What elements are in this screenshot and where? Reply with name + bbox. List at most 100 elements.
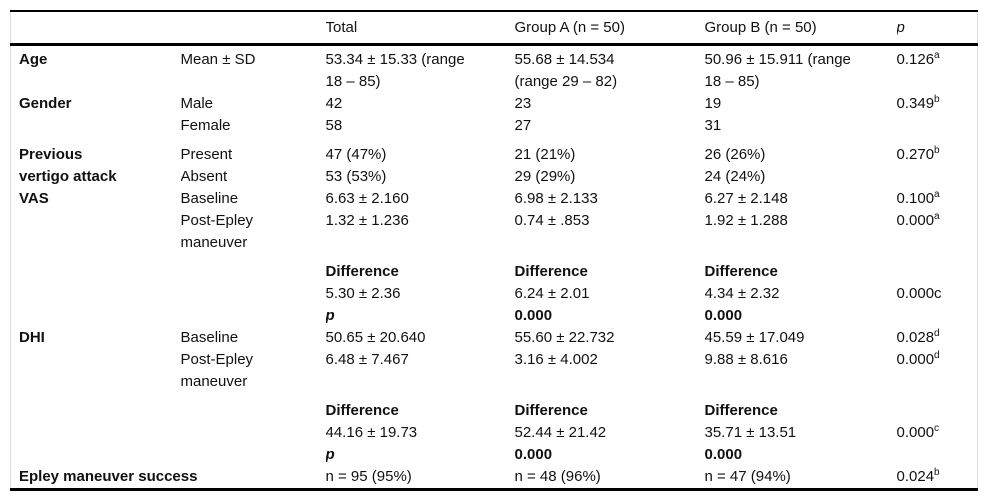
gender-male-total: 42 — [325, 95, 343, 112]
vertigo-absent-group-a: 29 (29%) — [514, 168, 576, 185]
epley-success-group-a: n = 48 (96%) — [514, 468, 601, 485]
vertigo-present-total: 47 (47%) — [325, 146, 387, 163]
table-row-vas-baseline: VAS Baseline 6.63 ± 2.160 6.98 ± 2.133 6… — [11, 188, 978, 210]
gender-female-total: 58 — [325, 117, 343, 134]
vas-p-group-b: 0.000 — [704, 307, 743, 324]
header-group-b: Group B (n = 50) — [704, 19, 817, 36]
table-row-dhi-difference-label: Difference Difference Difference — [11, 393, 978, 422]
dhi-post-group-b: 9.88 ± 8.616 — [704, 351, 788, 368]
table-row-dhi-post: Post-Epley maneuver 6.48 ± 7.467 3.16 ± … — [11, 349, 978, 393]
vas-baseline-group-b: 6.27 ± 2.148 — [704, 190, 788, 207]
epley-success-group-b: n = 47 (94%) — [704, 468, 791, 485]
age-group-a: 55.68 ± 14.534 (range 29 – 82) — [514, 51, 618, 90]
table-row-vas-post: Post-Epley maneuver 1.32 ± 1.236 0.74 ± … — [11, 210, 978, 254]
vertigo-absent-total: 53 (53%) — [325, 168, 387, 185]
vas-p-label: p — [325, 307, 335, 324]
age-group-b: 50.96 ± 15.911 (range 18 – 85) — [704, 51, 851, 90]
dhi-post-sub: Post-Epley maneuver — [180, 351, 254, 390]
vas-difference-total: 5.30 ± 2.36 — [325, 285, 401, 302]
dhi-baseline-group-b: 45.59 ± 17.049 — [704, 329, 805, 346]
header-empty-cell — [181, 11, 326, 45]
vertigo-absent-sub: Absent — [180, 168, 228, 185]
gender-p: 0.349b — [896, 94, 940, 113]
table-row-age: Age Mean ± SD 53.34 ± 15.33 (range 18 – … — [11, 45, 978, 94]
table-row-gender-female: Female 58 27 31 — [11, 115, 978, 137]
p-superscript: d — [934, 350, 940, 361]
p-superscript: a — [934, 189, 940, 200]
age-p: 0.126a — [896, 50, 940, 69]
vas-post-group-a: 0.74 ± .853 — [514, 212, 590, 229]
dhi-difference-p: 0.000c — [896, 423, 940, 442]
dhi-difference-heading-group-b: Difference — [704, 402, 778, 419]
p-superscript: b — [934, 94, 940, 105]
table-row-gender-male: Gender Male 42 23 19 0.349b — [11, 93, 978, 115]
vertigo-absent-group-b: 24 (24%) — [704, 168, 766, 185]
table-row-vertigo-absent: Absent 53 (53%) 29 (29%) 24 (24%) — [11, 166, 978, 188]
dhi-baseline-sub: Baseline — [180, 329, 239, 346]
vas-post-sub: Post-Epley maneuver — [180, 212, 254, 251]
dhi-p-group-a: 0.000 — [514, 446, 553, 463]
vas-difference-group-b: 4.34 ± 2.32 — [704, 285, 780, 302]
dhi-post-total: 6.48 ± 7.467 — [325, 351, 409, 368]
table-row-vas-p: p 0.000 0.000 — [11, 305, 978, 327]
vas-post-group-b: 1.92 ± 1.288 — [704, 212, 788, 229]
dhi-baseline-total: 50.65 ± 20.640 — [325, 329, 426, 346]
vas-p-group-a: 0.000 — [514, 307, 553, 324]
gender-female-group-a: 27 — [514, 117, 532, 134]
p-superscript: c — [934, 423, 940, 434]
dhi-baseline-group-a: 55.60 ± 22.732 — [514, 329, 615, 346]
epley-success-p: 0.024b — [896, 467, 940, 486]
table-header-row: Total Group A (n = 50) Group B (n = 50) … — [10, 11, 978, 45]
vas-baseline-sub: Baseline — [180, 190, 239, 207]
table-row-epley-success: Epley maneuver success n = 95 (95%) n = … — [11, 466, 978, 490]
header-p: p — [896, 19, 905, 36]
table-row-vertigo-present: Previous vertigo attack Present 47 (47%)… — [11, 137, 978, 186]
dhi-post-p: 0.000d — [896, 350, 940, 369]
vertigo-label: Previous vertigo attack — [19, 146, 117, 185]
vas-difference-group-a: 6.24 ± 2.01 — [514, 285, 590, 302]
vas-difference-heading-group-b: Difference — [704, 263, 778, 280]
epley-success-total: n = 95 (95%) — [325, 468, 412, 485]
vas-baseline-total: 6.63 ± 2.160 — [325, 190, 409, 207]
vas-baseline-p: 0.100a — [896, 189, 940, 208]
dhi-difference-group-b: 35.71 ± 13.51 — [704, 424, 797, 441]
dhi-p-group-b: 0.000 — [704, 446, 743, 463]
epley-success-label: Epley maneuver success — [19, 468, 198, 485]
header-total: Total — [325, 19, 358, 36]
vas-label: VAS — [19, 190, 49, 207]
dhi-post-group-a: 3.16 ± 4.002 — [514, 351, 598, 368]
vas-post-p: 0.000a — [896, 211, 940, 230]
vas-baseline-group-a: 6.98 ± 2.133 — [514, 190, 598, 207]
age-label: Age — [19, 51, 48, 68]
vertigo-present-sub: Present — [180, 146, 233, 163]
dhi-difference-total: 44.16 ± 19.73 — [325, 424, 418, 441]
age-total: 53.34 ± 15.33 (range 18 – 85) — [325, 51, 465, 90]
p-superscript: b — [934, 467, 940, 478]
gender-male-sub: Male — [180, 95, 214, 112]
gender-male-group-b: 19 — [704, 95, 722, 112]
vas-post-total: 1.32 ± 1.236 — [325, 212, 409, 229]
table-row-vas-difference-label: Difference Difference Difference — [11, 254, 978, 283]
gender-label: Gender — [19, 95, 72, 112]
stats-table: Total Group A (n = 50) Group B (n = 50) … — [10, 10, 978, 491]
p-superscript: d — [934, 328, 940, 339]
gender-male-group-a: 23 — [514, 95, 532, 112]
vertigo-present-group-a: 21 (21%) — [514, 146, 576, 163]
age-sub: Mean ± SD — [180, 51, 256, 68]
p-superscript: a — [934, 50, 940, 61]
dhi-p-label: p — [325, 446, 335, 463]
p-superscript: a — [934, 211, 940, 222]
dhi-difference-heading-group-a: Difference — [514, 402, 588, 419]
header-group-a: Group A (n = 50) — [514, 19, 626, 36]
dhi-difference-group-a: 52.44 ± 21.42 — [514, 424, 607, 441]
vas-difference-heading-total: Difference — [325, 263, 399, 280]
vas-difference-p: 0.000c — [896, 285, 942, 302]
dhi-label: DHI — [19, 329, 45, 346]
p-superscript: b — [934, 145, 940, 156]
table-row-vas-difference: 5.30 ± 2.36 6.24 ± 2.01 4.34 ± 2.32 0.00… — [11, 283, 978, 305]
gender-female-sub: Female — [180, 117, 231, 134]
dhi-difference-heading-total: Difference — [325, 402, 399, 419]
table-row-dhi-p: p 0.000 0.000 — [11, 444, 978, 466]
table-row-dhi-difference: 44.16 ± 19.73 52.44 ± 21.42 35.71 ± 13.5… — [11, 422, 978, 444]
